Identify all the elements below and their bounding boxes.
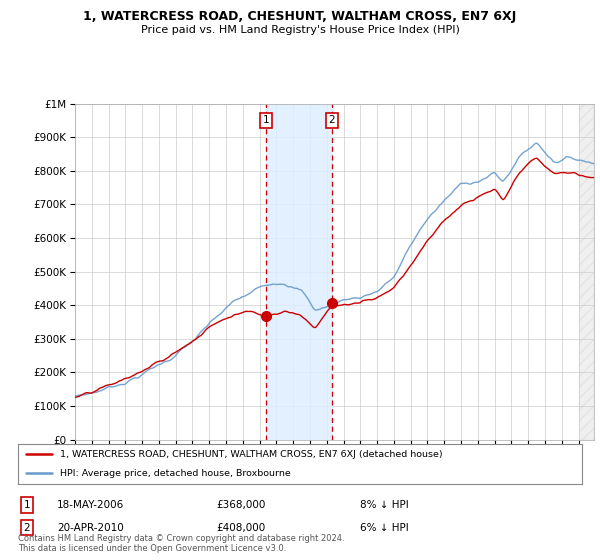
Text: 2: 2 [23, 522, 31, 533]
Bar [266, 104, 332, 440]
Text: Price paid vs. HM Land Registry's House Price Index (HPI): Price paid vs. HM Land Registry's House … [140, 25, 460, 35]
Text: 6% ↓ HPI: 6% ↓ HPI [360, 522, 409, 533]
Text: 1: 1 [263, 115, 269, 125]
Bar [578, 104, 594, 440]
Text: 1, WATERCRESS ROAD, CHESHUNT, WALTHAM CROSS, EN7 6XJ (detached house): 1, WATERCRESS ROAD, CHESHUNT, WALTHAM CR… [60, 450, 443, 459]
Text: 2: 2 [329, 115, 335, 125]
Text: 18-MAY-2006: 18-MAY-2006 [57, 500, 124, 510]
Text: 1, WATERCRESS ROAD, CHESHUNT, WALTHAM CROSS, EN7 6XJ: 1, WATERCRESS ROAD, CHESHUNT, WALTHAM CR… [83, 10, 517, 22]
Text: 1: 1 [23, 500, 31, 510]
Text: HPI: Average price, detached house, Broxbourne: HPI: Average price, detached house, Brox… [60, 469, 291, 478]
Text: £368,000: £368,000 [216, 500, 265, 510]
Text: Contains HM Land Registry data © Crown copyright and database right 2024.
This d: Contains HM Land Registry data © Crown c… [18, 534, 344, 553]
Text: 8% ↓ HPI: 8% ↓ HPI [360, 500, 409, 510]
Text: £408,000: £408,000 [216, 522, 265, 533]
Text: 20-APR-2010: 20-APR-2010 [57, 522, 124, 533]
